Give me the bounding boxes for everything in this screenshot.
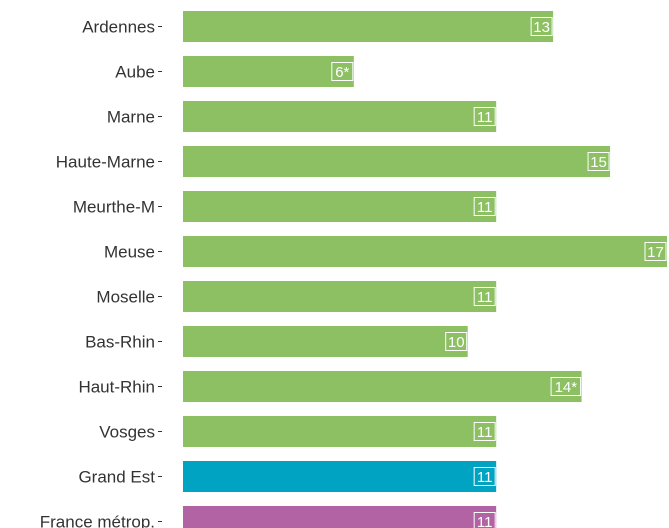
- bar: [183, 191, 497, 222]
- data-label: 14*: [555, 379, 578, 396]
- data-label: 11: [477, 424, 493, 441]
- data-label: 11: [477, 289, 493, 306]
- category-label: Haute-Marne: [56, 153, 155, 172]
- bar: [183, 281, 497, 312]
- data-label: 11: [477, 109, 493, 126]
- data-label: 10: [448, 334, 465, 351]
- category-label: Aube: [115, 63, 155, 82]
- bar: [183, 506, 497, 528]
- data-label-box: [473, 287, 496, 306]
- category-label: France métrop.: [40, 513, 155, 528]
- data-label-box: [530, 17, 553, 36]
- data-label-box: [644, 242, 667, 261]
- data-label-box: [473, 107, 496, 126]
- data-label-box: [473, 512, 496, 528]
- data-label: 15: [590, 154, 607, 171]
- data-label: 11: [477, 469, 493, 486]
- bar: [183, 326, 468, 357]
- data-label-box: [587, 152, 610, 171]
- data-label: 11: [477, 199, 493, 216]
- data-label-box: [550, 377, 582, 396]
- data-label-box: [473, 422, 496, 441]
- category-label: Meurthe-M: [73, 198, 155, 217]
- bar: [183, 101, 497, 132]
- data-label: 13: [533, 19, 550, 36]
- category-label: Marne: [107, 108, 155, 127]
- category-label: Grand Est: [78, 468, 155, 487]
- data-label-box: [473, 197, 496, 216]
- category-label: Ardennes: [82, 18, 155, 37]
- bar: [183, 146, 611, 177]
- bar: [183, 236, 667, 267]
- data-label-box: [445, 332, 468, 351]
- bar: [183, 371, 582, 402]
- bar: [183, 56, 354, 87]
- data-label-box: [331, 62, 354, 81]
- data-label-box: [473, 467, 496, 486]
- bar: [183, 416, 497, 447]
- category-label: Haut-Rhin: [78, 378, 155, 397]
- category-label: Meuse: [104, 243, 155, 262]
- category-label: Vosges: [99, 423, 155, 442]
- category-label: Moselle: [96, 288, 155, 307]
- data-label: 6*: [335, 64, 349, 81]
- data-label: 17: [647, 244, 664, 261]
- data-label: 11: [477, 514, 493, 528]
- bar: [183, 11, 554, 42]
- category-label: Bas-Rhin: [85, 333, 155, 352]
- bar: [183, 461, 497, 492]
